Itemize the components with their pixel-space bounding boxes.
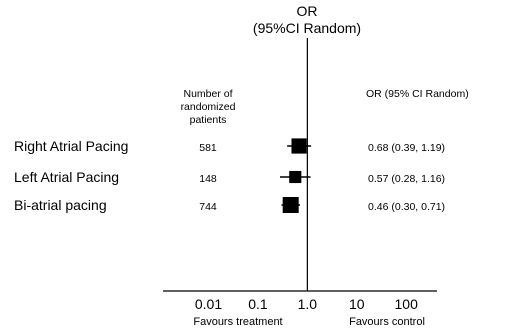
x-tick-label: 0.1: [248, 296, 268, 312]
x-tick-labels: 0.01 0.1 1.0 10 100: [195, 296, 418, 312]
or-header: OR (95% CI Random): [366, 88, 469, 100]
study-row: Right Atrial Pacing 581 0.68 (0.39, 1.19): [14, 138, 445, 154]
study-rows: Right Atrial Pacing 581 0.68 (0.39, 1.19) L…: [14, 138, 445, 213]
patients-header-line3: patients: [190, 114, 227, 126]
point-estimate: [282, 197, 299, 213]
favours-treatment-label: Favours treatment: [193, 316, 282, 328]
point-estimate: [289, 170, 302, 184]
x-tick-label: 1.0: [298, 296, 318, 312]
study-patients: 148: [199, 173, 217, 185]
chart-title-line1: OR: [297, 3, 318, 19]
study-or-ci-text: 0.68 (0.39, 1.19): [368, 142, 445, 154]
patients-header-line1: Number of: [183, 88, 232, 100]
favours-control-label: Favours control: [349, 316, 425, 328]
study-label: Right Atrial Pacing: [14, 138, 128, 154]
chart-title-line2: (95%CI Random): [253, 20, 361, 36]
study-or-ci-text: 0.46 (0.30, 0.71): [368, 201, 445, 213]
patients-header-line2: randomized: [181, 101, 236, 113]
x-tick-label: 100: [395, 296, 419, 312]
study-patients: 581: [199, 142, 217, 154]
point-estimate: [291, 138, 307, 154]
x-tick-label: 0.01: [195, 296, 222, 312]
study-row: Left Atrial Pacing 148 0.57 (0.28, 1.16): [14, 169, 445, 185]
study-label: Bi-atrial pacing: [14, 197, 107, 213]
x-tick-label: 10: [349, 296, 365, 312]
study-patients: 744: [199, 201, 217, 213]
study-or-ci-text: 0.57 (0.28, 1.16): [368, 173, 445, 185]
study-label: Left Atrial Pacing: [14, 169, 119, 185]
study-row: Bi-atrial pacing 744 0.46 (0.30, 0.71): [14, 197, 445, 213]
